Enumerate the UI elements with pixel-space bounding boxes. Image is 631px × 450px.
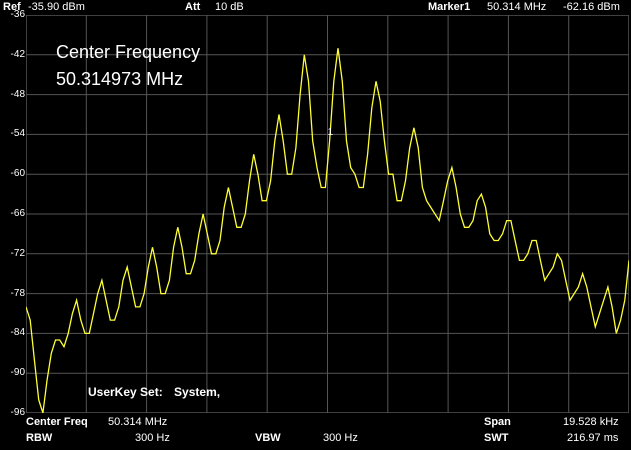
y-tick-label: -90 xyxy=(10,367,25,379)
footer-row-2: RBW 300 Hz VBW 300 Hz SWT 216.97 ms xyxy=(0,431,631,447)
y-tick-label: -48 xyxy=(10,88,25,100)
y-tick-label: -72 xyxy=(10,247,25,259)
vbw-label: VBW xyxy=(255,432,281,444)
spectrum-plot[interactable]: 1 xyxy=(26,15,629,413)
marker-level: -62.16 dBm xyxy=(563,1,620,13)
y-tick-label: -96 xyxy=(10,407,25,418)
swt-value: 216.97 ms xyxy=(567,432,619,444)
y-tick-label: -54 xyxy=(10,128,25,140)
center-freq-value: 50.314 MHz xyxy=(108,416,168,428)
span-value: 19.528 kHz xyxy=(563,416,619,428)
marker-label: Marker1 xyxy=(428,1,471,13)
userkey-value: System, xyxy=(174,385,221,399)
status-header: Ref -35.90 dBm Att 10 dB Marker1 50.314 … xyxy=(0,0,631,16)
swt-label: SWT xyxy=(484,432,509,444)
y-tick-label: -84 xyxy=(10,327,25,339)
ref-label: Ref xyxy=(3,1,21,13)
y-tick-label: -36 xyxy=(10,9,25,20)
marker-frequency: 50.314 MHz xyxy=(487,1,547,13)
plot-grid xyxy=(26,15,629,413)
vbw-value: 300 Hz xyxy=(323,432,358,444)
userkey-set: UserKey Set: System, xyxy=(88,385,220,399)
center-frequency-readout: 50.314973 MHz xyxy=(56,69,184,89)
center-freq-label: Center Freq xyxy=(26,416,88,428)
userkey-label: UserKey Set: xyxy=(88,385,163,399)
spectrum-trace xyxy=(26,48,629,413)
ref-value: -35.90 dBm xyxy=(28,1,85,13)
y-tick-label: -78 xyxy=(10,287,25,299)
att-label: Att xyxy=(185,1,201,13)
y-tick-label: -66 xyxy=(10,208,25,219)
y-tick-label: -42 xyxy=(10,48,25,60)
span-label: Span xyxy=(484,416,511,428)
footer-row-1: Center Freq 50.314 MHz Span 19.528 kHz xyxy=(0,415,631,431)
att-value: 10 dB xyxy=(215,1,244,13)
rbw-value: 300 Hz xyxy=(135,432,170,444)
marker-1-label: 1 xyxy=(328,127,334,138)
rbw-label: RBW xyxy=(26,432,53,444)
center-frequency-title: Center Frequency xyxy=(56,42,201,62)
y-tick-label: -60 xyxy=(10,168,25,180)
